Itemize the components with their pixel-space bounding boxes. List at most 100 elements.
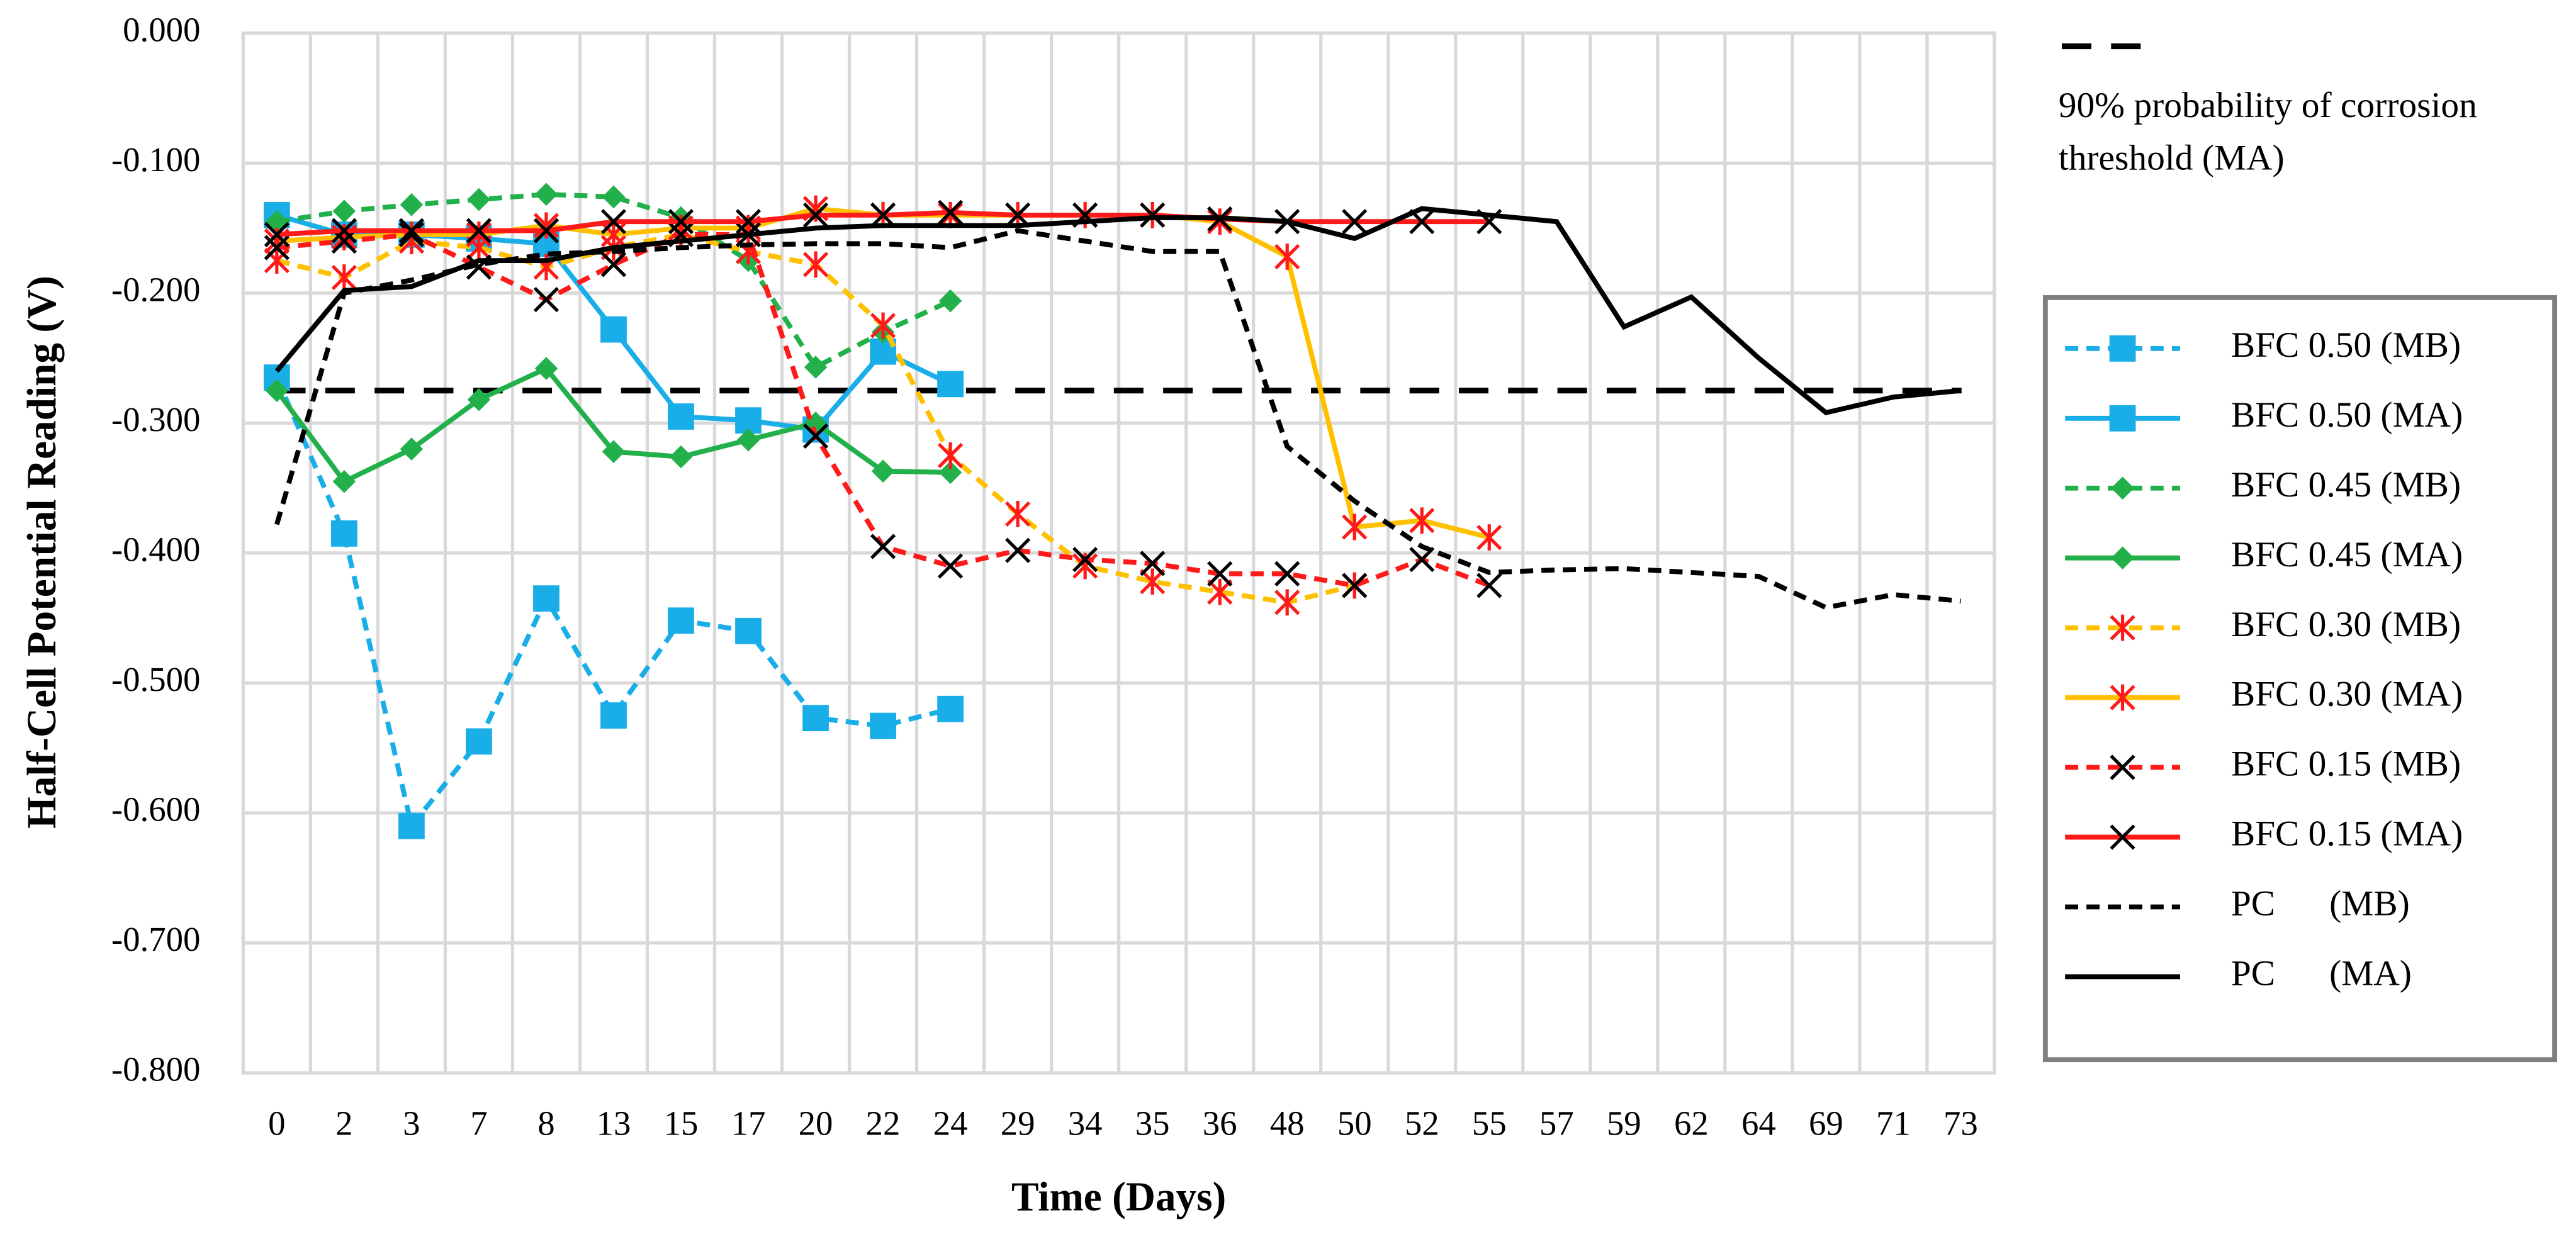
x-tick-label: 57 [1539, 1104, 1574, 1143]
y-tick-label: -0.100 [111, 140, 201, 179]
marker [1140, 568, 1166, 595]
marker [398, 221, 425, 247]
legend-label: PC (MA) [2231, 954, 2412, 994]
y-tick-label: -0.700 [111, 920, 201, 958]
marker [600, 252, 627, 277]
marker-stroke [398, 218, 425, 244]
marker-stroke [331, 228, 357, 254]
marker [802, 251, 829, 278]
x-tick-label: 22 [866, 1104, 901, 1143]
marker [937, 199, 964, 225]
marker [2109, 405, 2136, 432]
x-tick-label: 35 [1135, 1104, 1170, 1143]
x-tick-label: 48 [1270, 1104, 1305, 1143]
marker [1207, 578, 1233, 605]
marker [669, 445, 693, 469]
marker [1342, 573, 1368, 598]
x-tick-label: 34 [1068, 1104, 1103, 1143]
marker [400, 193, 424, 216]
marker [2110, 824, 2135, 850]
x-tick-label: 7 [470, 1104, 487, 1143]
marker [938, 461, 962, 485]
marker [1004, 537, 1031, 563]
marker-stroke [600, 209, 627, 235]
x-tick-label: 55 [1472, 1104, 1507, 1143]
marker [736, 428, 760, 452]
marker [264, 235, 290, 261]
marker [1476, 573, 1502, 598]
y-tick-label: -0.200 [111, 270, 201, 308]
marker [870, 312, 896, 339]
marker-stroke [264, 221, 290, 247]
marker-stroke [1140, 202, 1166, 228]
marker-stroke [668, 209, 694, 235]
marker-stroke [1342, 573, 1368, 598]
marker-stroke [735, 209, 762, 235]
marker-stroke [600, 252, 627, 277]
marker-stroke [2110, 754, 2135, 780]
marker-stroke [1342, 209, 1368, 235]
marker-stroke [937, 553, 964, 579]
marker [265, 379, 289, 402]
legend-label: BFC 0.50 (MA) [2231, 395, 2463, 435]
marker [1409, 507, 1435, 534]
marker [533, 585, 560, 612]
y-tick-label: -0.300 [111, 400, 201, 439]
marker-stroke [264, 235, 290, 261]
marker [802, 423, 829, 449]
marker [332, 469, 356, 493]
x-axis-title: Time (Days) [1011, 1175, 1226, 1220]
x-tick-label: 24 [933, 1104, 968, 1143]
marker-stroke [802, 423, 829, 449]
marker [937, 442, 964, 469]
marker [467, 388, 491, 412]
legend-label: BFC 0.45 (MA) [2231, 535, 2463, 574]
marker-stroke [1140, 551, 1166, 576]
x-tick-label: 36 [1203, 1104, 1237, 1143]
marker-stroke [1274, 561, 1300, 587]
y-tick-label: 0.000 [123, 10, 200, 48]
legend-label: BFC 0.15 (MA) [2231, 814, 2463, 854]
marker [398, 812, 425, 839]
marker [1342, 513, 1368, 541]
threshold-label-box: 90% probability of corrosion threshold (… [2058, 84, 2477, 178]
marker [870, 202, 896, 228]
x-tick-label: 29 [1001, 1104, 1035, 1143]
legend-label: BFC 0.45 (MB) [2231, 465, 2461, 505]
marker [400, 437, 424, 461]
marker [264, 221, 290, 247]
threshold-label: 90% probability of corrosion threshold (… [2058, 84, 2477, 178]
x-tick-label: 73 [1943, 1104, 1978, 1143]
x-tick-label: 69 [1809, 1104, 1843, 1143]
marker-stroke [466, 218, 492, 244]
legend-label: BFC 0.15 (MB) [2231, 744, 2461, 784]
marker-stroke [2110, 824, 2135, 850]
marker [466, 728, 492, 755]
marker [331, 264, 357, 291]
series-line [274, 206, 1961, 416]
y-tick-label: -0.400 [111, 530, 201, 568]
x-tick-label: 20 [799, 1104, 833, 1143]
x-tick-label: 50 [1337, 1104, 1372, 1143]
marker [600, 209, 627, 235]
x-tick-label: 59 [1607, 1104, 1641, 1143]
y-tick-label: -0.500 [111, 660, 201, 698]
marker [2111, 546, 2134, 569]
marker [2111, 476, 2134, 500]
marker [2110, 684, 2135, 711]
marker-stroke [802, 202, 829, 228]
x-tick-label: 52 [1405, 1104, 1439, 1143]
x-tick-label: 8 [537, 1104, 554, 1143]
marker [1476, 524, 1502, 551]
marker [1004, 501, 1031, 527]
marker [398, 218, 425, 244]
marker [870, 534, 896, 559]
marker [802, 202, 829, 228]
marker [466, 221, 492, 248]
x-tick-label: 17 [731, 1104, 766, 1143]
legend-label: PC (MB) [2231, 884, 2410, 924]
legend-label: BFC 0.30 (MB) [2231, 605, 2461, 644]
marker [600, 702, 627, 729]
marker-stroke [1004, 537, 1031, 563]
